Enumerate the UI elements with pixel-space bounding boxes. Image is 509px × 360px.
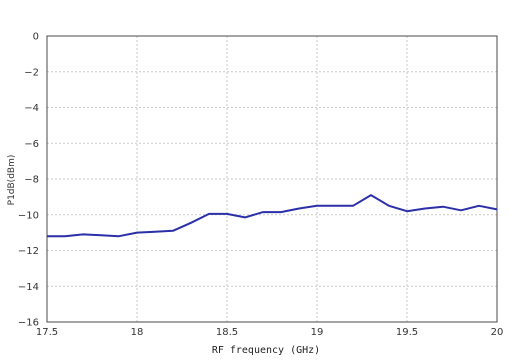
y-tick-label: −2	[24, 67, 39, 78]
x-tick-label: 18	[131, 327, 144, 338]
y-tick-label: 0	[33, 32, 39, 43]
y-axis-title: P1dB(dBm)	[7, 155, 17, 206]
y-tick-labels: 0 −2 −4 −6 −8 −10 −12 −14 −16	[18, 32, 39, 329]
x-tick-labels: 17.5 18 18.5 19 19.5 20	[36, 327, 504, 338]
x-tick-label: 20	[491, 327, 504, 338]
x-tick-label: 18.5	[216, 327, 238, 338]
grid-lines	[47, 36, 497, 322]
x-tick-label: 19.5	[396, 327, 418, 338]
x-tick-label: 19	[311, 327, 324, 338]
y-tick-label: −6	[24, 139, 39, 150]
x-tick-label: 17.5	[36, 327, 58, 338]
series-line	[47, 194, 498, 238]
plot-frame	[46, 35, 498, 323]
y-tick-label: −14	[18, 282, 39, 293]
y-tick-label: −8	[24, 175, 39, 186]
y-tick-label: −10	[18, 210, 39, 221]
data-series	[47, 194, 498, 238]
y-tick-label: −12	[18, 246, 39, 257]
y-tick-label: −16	[18, 318, 39, 329]
y-tick-label: −4	[24, 103, 39, 114]
x-axis-title: RF frequency (GHz)	[212, 345, 320, 356]
